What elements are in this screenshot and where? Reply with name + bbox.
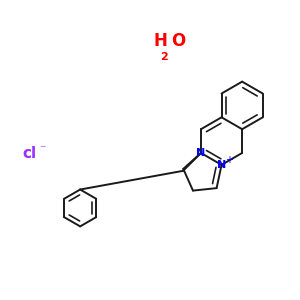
Text: N: N bbox=[217, 160, 226, 170]
Text: 2: 2 bbox=[160, 52, 168, 62]
Text: O: O bbox=[171, 32, 185, 50]
Text: N: N bbox=[196, 148, 206, 158]
Text: H: H bbox=[154, 32, 168, 50]
Text: cl: cl bbox=[23, 146, 37, 161]
Text: +: + bbox=[225, 154, 233, 164]
Text: ⁻: ⁻ bbox=[39, 143, 46, 157]
